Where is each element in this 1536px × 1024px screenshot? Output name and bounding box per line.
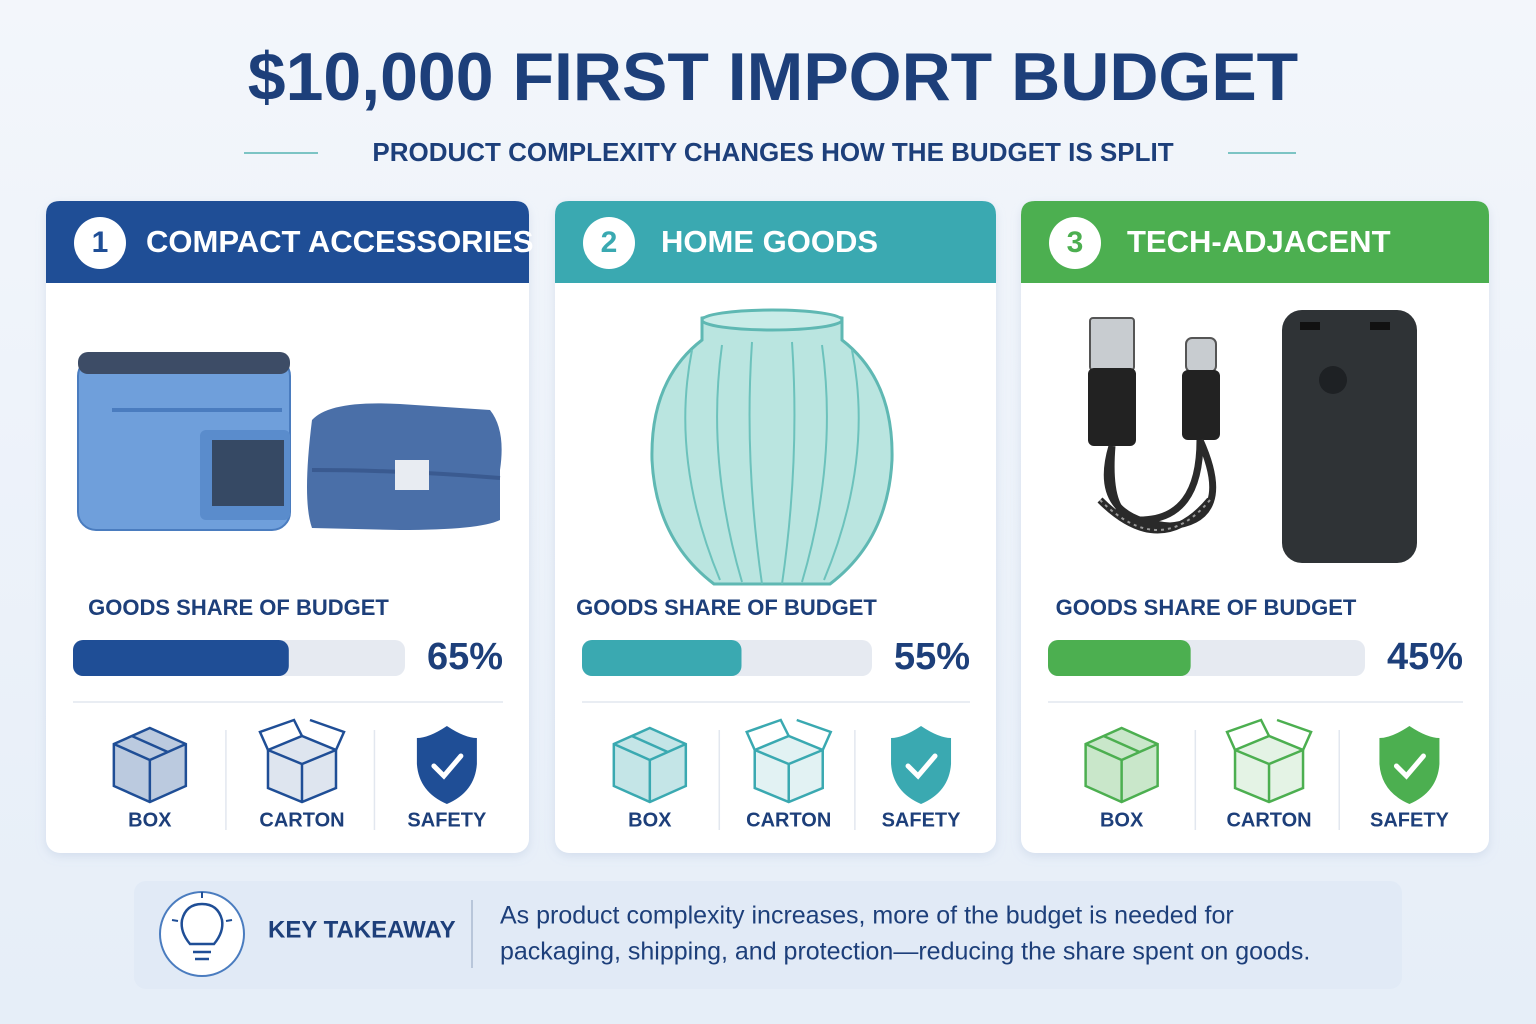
- card-title: TECH-ADJACENT: [1127, 224, 1391, 259]
- carton-flaps: [1225, 718, 1313, 802]
- icon-label: SAFETY: [882, 809, 962, 831]
- box-edge: [1085, 734, 1159, 802]
- card-title: COMPACT ACCESSORIES: [146, 224, 534, 259]
- number-badge: [1049, 217, 1101, 269]
- icon: [1225, 718, 1313, 804]
- title: $10,000 FIRST IMPORT BUDGET: [248, 39, 1298, 115]
- share-value: 55%: [894, 636, 970, 678]
- icon-label: BOX: [628, 809, 672, 831]
- icon-label: BOX: [128, 809, 172, 831]
- check: [905, 753, 938, 780]
- check: [431, 753, 464, 780]
- box-edge: [113, 734, 187, 802]
- shield-shape: [416, 726, 477, 804]
- icon-label: CARTON: [1226, 809, 1311, 831]
- icon: [612, 726, 688, 804]
- subtitle: PRODUCT COMPLEXITY CHANGES HOW THE BUDGE…: [372, 137, 1173, 167]
- share-label: GOODS SHARE OF BUDGET: [576, 595, 877, 620]
- shield-shape: [1379, 726, 1440, 804]
- card-number: 3: [1067, 226, 1084, 259]
- icon: [891, 726, 952, 804]
- bar-fill: [582, 640, 742, 676]
- accessories-illustration: [77, 352, 502, 531]
- share-value: 45%: [1387, 636, 1463, 678]
- card-header: [46, 201, 529, 283]
- share-label: GOODS SHARE OF BUDGET: [88, 595, 389, 620]
- card-header: [1021, 201, 1489, 283]
- icon-label: CARTON: [746, 809, 831, 831]
- card-number: 1: [92, 226, 109, 259]
- icon: [745, 718, 833, 804]
- carton-flaps: [258, 718, 346, 802]
- share-label: GOODS SHARE OF BUDGET: [1056, 595, 1357, 620]
- tech-illustration: [1088, 310, 1417, 563]
- card-number: 2: [601, 226, 618, 259]
- icon: [1084, 726, 1159, 804]
- vase-illustration: [650, 308, 894, 586]
- bulb-icon: [159, 891, 245, 977]
- icon: [416, 726, 477, 804]
- takeaway-text: As product complexity increases, more of…: [500, 902, 1234, 930]
- takeaway-box: [134, 881, 1402, 989]
- icon: [112, 726, 188, 804]
- card-title: HOME GOODS: [661, 224, 878, 259]
- icon: [1379, 726, 1440, 804]
- share-value: 65%: [427, 636, 503, 678]
- icon-label: CARTON: [259, 809, 344, 831]
- carton-flaps: [745, 718, 833, 802]
- icon-label: BOX: [1100, 809, 1144, 831]
- bar-fill: [73, 640, 289, 676]
- card: 3 TECH-ADJACENT GOODS SHARE OF BUDGET 45% BO…: [1021, 201, 1489, 853]
- check: [1393, 753, 1426, 780]
- box-edge: [613, 734, 687, 802]
- icon-label: SAFETY: [407, 809, 487, 831]
- card-header: [555, 201, 996, 283]
- number-badge: [583, 217, 635, 269]
- icon-label: SAFETY: [1370, 809, 1450, 831]
- bar-fill: [1048, 640, 1191, 676]
- number-badge: [74, 217, 126, 269]
- takeaway-text: packaging, shipping, and protection—redu…: [500, 938, 1310, 966]
- icon: [258, 718, 346, 804]
- shield-shape: [891, 726, 952, 804]
- takeaway-label: KEY TAKEAWAY: [268, 916, 456, 943]
